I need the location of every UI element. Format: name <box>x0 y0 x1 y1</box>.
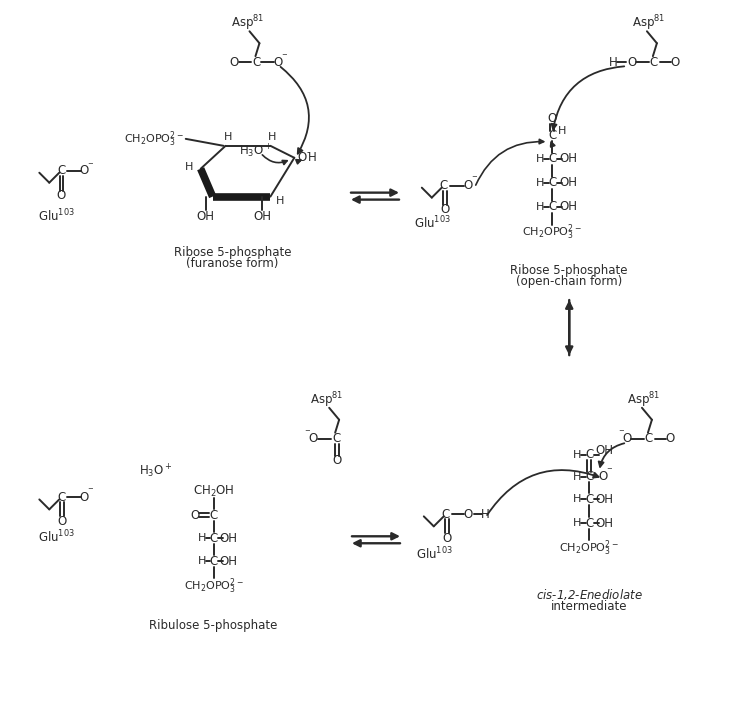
Text: OH: OH <box>560 200 577 213</box>
Text: H: H <box>185 162 193 172</box>
Text: OH: OH <box>197 210 215 223</box>
Text: CH$_2$OH: CH$_2$OH <box>193 484 234 499</box>
Text: C: C <box>209 509 218 522</box>
Text: Asp$^{81}$: Asp$^{81}$ <box>628 390 660 410</box>
Text: C: C <box>209 532 218 545</box>
Text: C: C <box>548 200 557 213</box>
Text: O: O <box>274 55 283 69</box>
Text: O: O <box>622 432 631 445</box>
Text: O: O <box>463 508 472 521</box>
Text: Ribulose 5-phosphate: Ribulose 5-phosphate <box>150 619 278 633</box>
Text: Glu$^{103}$: Glu$^{103}$ <box>414 214 451 231</box>
Text: O: O <box>333 454 342 467</box>
Text: H: H <box>197 556 206 566</box>
Text: O: O <box>58 515 67 528</box>
Text: O: O <box>309 432 318 445</box>
Text: C: C <box>548 176 557 189</box>
Text: Glu$^{103}$: Glu$^{103}$ <box>417 546 453 562</box>
Text: H: H <box>481 508 490 521</box>
Text: OH: OH <box>220 532 238 545</box>
Text: H: H <box>536 154 545 164</box>
Text: CH$_2$OPO$_3^{2-}$: CH$_2$OPO$_3^{2-}$ <box>522 223 582 242</box>
Text: C: C <box>650 55 658 69</box>
Text: CH$_2$OPO$_3^{2-}$: CH$_2$OPO$_3^{2-}$ <box>124 129 184 148</box>
Text: O: O <box>463 179 472 192</box>
Text: Glu$^{103}$: Glu$^{103}$ <box>38 207 75 224</box>
Text: O: O <box>79 164 89 178</box>
Text: CH$_2$OPO$_3^{2-}$: CH$_2$OPO$_3^{2-}$ <box>184 577 244 596</box>
Text: O: O <box>442 532 451 545</box>
Text: OH: OH <box>220 555 238 568</box>
Text: C: C <box>332 432 340 445</box>
Text: O: O <box>628 55 637 69</box>
Text: O: O <box>298 151 307 164</box>
Text: (furanose form): (furanose form) <box>186 257 279 270</box>
Text: C: C <box>585 448 593 461</box>
Text: H: H <box>609 55 617 69</box>
Text: $^-$: $^-$ <box>280 52 289 62</box>
Text: C: C <box>585 493 593 506</box>
Text: C: C <box>440 179 448 192</box>
Text: $^-$: $^-$ <box>605 466 613 476</box>
Text: C: C <box>548 129 557 143</box>
Text: O: O <box>440 203 450 216</box>
Text: C: C <box>252 55 260 69</box>
Text: CH$_2$OPO$_3^{2-}$: CH$_2$OPO$_3^{2-}$ <box>560 538 619 558</box>
Text: O: O <box>57 189 66 202</box>
Text: C: C <box>209 555 218 568</box>
Text: O: O <box>665 432 675 445</box>
Text: OH: OH <box>560 152 577 165</box>
Text: $^-$: $^-$ <box>86 160 94 170</box>
Text: H: H <box>308 151 316 164</box>
Text: H: H <box>536 178 545 187</box>
Text: O: O <box>190 509 199 522</box>
Text: C: C <box>585 517 593 530</box>
Text: O: O <box>79 491 89 504</box>
Text: Asp$^{81}$: Asp$^{81}$ <box>632 13 666 33</box>
Text: $^-$: $^-$ <box>86 486 94 496</box>
Text: C: C <box>585 470 593 483</box>
Text: H: H <box>197 533 206 543</box>
Text: OH: OH <box>595 444 613 457</box>
Text: intermediate: intermediate <box>551 599 628 613</box>
Text: $^-$: $^-$ <box>617 429 625 439</box>
Text: OH: OH <box>595 517 613 530</box>
Text: H: H <box>573 449 581 459</box>
Text: $^-$: $^-$ <box>303 429 311 439</box>
Text: OH: OH <box>595 493 613 506</box>
Text: OH: OH <box>254 210 272 223</box>
Text: Ribose 5-phosphate: Ribose 5-phosphate <box>510 264 628 277</box>
Text: H$_3$O$^+$: H$_3$O$^+$ <box>239 142 272 160</box>
Text: H: H <box>573 518 581 528</box>
Text: C: C <box>548 152 557 165</box>
Text: OH: OH <box>560 176 577 189</box>
Text: O: O <box>229 55 238 69</box>
Text: $cis$-1,2-Enediolate: $cis$-1,2-Enediolate <box>536 586 643 601</box>
Text: O: O <box>670 55 679 69</box>
Text: O: O <box>598 470 607 483</box>
Text: H: H <box>224 132 232 142</box>
Text: C: C <box>57 491 65 504</box>
Text: C: C <box>645 432 653 445</box>
Text: Glu$^{103}$: Glu$^{103}$ <box>38 529 75 545</box>
Text: $^-$: $^-$ <box>470 175 479 185</box>
Text: (open-chain form): (open-chain form) <box>516 275 622 288</box>
Text: Ribose 5-phosphate: Ribose 5-phosphate <box>174 246 291 259</box>
Text: C: C <box>441 508 450 521</box>
Text: -: - <box>307 147 310 157</box>
Text: O: O <box>548 112 557 126</box>
Text: H: H <box>558 126 566 136</box>
Text: H: H <box>276 196 284 206</box>
Text: C: C <box>57 164 65 178</box>
Text: H$_3$O$^+$: H$_3$O$^+$ <box>139 463 173 480</box>
Text: H: H <box>269 132 277 142</box>
Text: Asp$^{81}$: Asp$^{81}$ <box>231 13 264 33</box>
Text: H: H <box>573 494 581 504</box>
Text: H: H <box>536 202 545 212</box>
Text: Asp$^{81}$: Asp$^{81}$ <box>310 390 344 410</box>
Text: H: H <box>573 471 581 481</box>
